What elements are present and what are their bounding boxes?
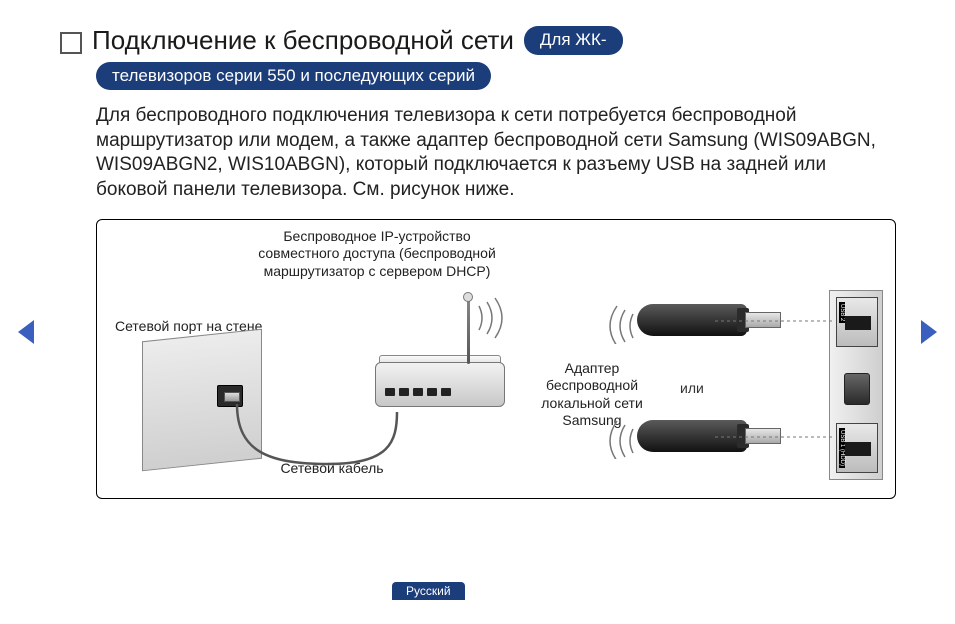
page-title: Подключение к беспроводной сети: [92, 25, 514, 56]
adapter-connector-top-icon: [715, 320, 835, 322]
adapter1-waves-icon: [597, 300, 637, 344]
router-ports-icon: [385, 388, 451, 396]
page-content: Подключение к беспроводной сети Для ЖК- …: [60, 25, 900, 499]
cable-plug-icon: [224, 392, 240, 402]
usb-port-bottom-icon: USB 1 (HDD): [836, 423, 878, 473]
or-label: или: [680, 380, 704, 396]
router-label: Беспроводное IP-устройство совместного д…: [247, 228, 507, 281]
network-cable-icon: [229, 402, 449, 472]
wiring-diagram: Беспроводное IP-устройство совместного д…: [96, 219, 896, 499]
router-waves-icon: [475, 290, 515, 340]
model-pill-sub: телевизоров серии 550 и последующих сери…: [96, 62, 491, 90]
title-row: Подключение к беспроводной сети Для ЖК-: [60, 25, 900, 56]
tv-port-panel-icon: USB 2 USB 1 (HDD): [829, 290, 883, 480]
usb-port-top-icon: USB 2: [836, 297, 878, 347]
antenna-icon: [467, 298, 470, 364]
adapter2-waves-icon: [597, 415, 637, 459]
bullet-square-icon: [60, 32, 82, 54]
language-badge: Русский: [392, 582, 465, 600]
wall-port-label: Сетевой порт на стене: [115, 318, 305, 336]
nav-next-arrow[interactable]: [921, 320, 937, 344]
nav-prev-arrow[interactable]: [18, 320, 34, 344]
antenna-tip-icon: [463, 292, 473, 302]
router-icon: [375, 362, 505, 407]
intro-paragraph: Для беспроводного подключения телевизора…: [96, 104, 900, 203]
adapter-connector-bottom-icon: [715, 436, 835, 438]
hdmi-port-icon: [844, 373, 870, 405]
model-pill-top: Для ЖК-: [524, 26, 623, 54]
